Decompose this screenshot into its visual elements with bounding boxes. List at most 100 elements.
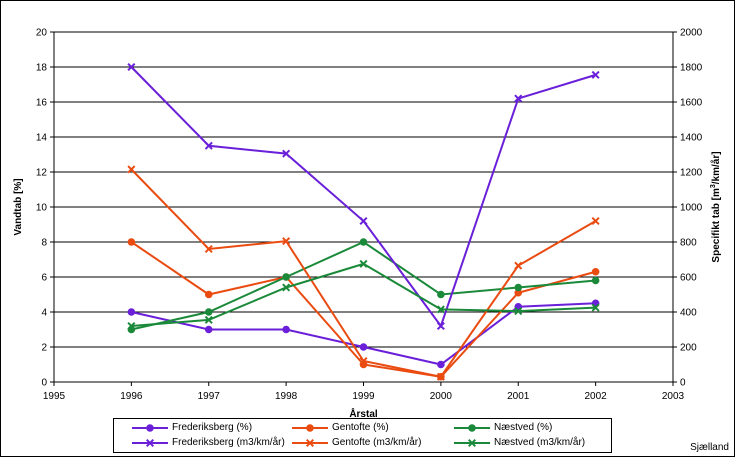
right-tick-label: 0 xyxy=(680,378,686,389)
data-point xyxy=(127,308,136,316)
data-point xyxy=(127,321,136,331)
right-axis-title: Specifikt tab [m3/km/år] xyxy=(710,151,722,262)
legend-marker xyxy=(306,424,314,432)
left-tick-label: 16 xyxy=(36,98,48,109)
data-point xyxy=(204,308,213,316)
data-point xyxy=(591,267,600,276)
right-tick-label: 1600 xyxy=(680,98,703,109)
data-point xyxy=(359,238,368,246)
right-tick-label: 200 xyxy=(680,343,697,354)
x-tick-label: 2000 xyxy=(430,391,453,402)
data-point xyxy=(204,290,213,299)
left-tick-label: 14 xyxy=(36,133,48,144)
x-tick-label: 2003 xyxy=(662,391,685,402)
data-point xyxy=(282,273,290,281)
data-point xyxy=(514,94,523,103)
right-tick-label: 1400 xyxy=(680,133,703,144)
data-point xyxy=(282,149,291,158)
gridlines xyxy=(54,31,673,383)
series-2 xyxy=(127,238,600,334)
series-layer xyxy=(127,62,600,381)
data-point xyxy=(204,244,213,254)
right-tick-label: 400 xyxy=(680,308,697,319)
legend-swatch xyxy=(292,438,328,448)
data-point xyxy=(437,360,445,369)
x-tick-label: 1997 xyxy=(198,391,221,402)
data-point xyxy=(204,141,213,150)
data-point xyxy=(204,325,213,334)
left-tick-label: 8 xyxy=(41,238,47,249)
data-point xyxy=(359,259,368,268)
footnote: Sjælland xyxy=(690,442,729,453)
legend-swatch xyxy=(132,424,168,432)
x-tick-label: 1999 xyxy=(352,391,375,402)
data-point xyxy=(282,237,291,246)
data-point xyxy=(514,307,523,316)
x-tick-label: 2002 xyxy=(585,391,608,402)
data-point xyxy=(591,70,600,79)
data-point xyxy=(436,321,445,331)
x-tick-label: 2001 xyxy=(507,391,530,402)
right-tick-label: 2000 xyxy=(680,28,703,39)
legend-label: Næstved (%) xyxy=(494,422,553,433)
legend-marker xyxy=(145,438,155,448)
data-point xyxy=(127,62,136,72)
x-tick-label: 1998 xyxy=(275,391,298,402)
left-tick-label: 6 xyxy=(41,273,47,284)
series-5 xyxy=(127,259,600,331)
x-tick-label: 1996 xyxy=(120,391,143,402)
legend-label: Frederiksberg (m3/km/år) xyxy=(172,437,285,448)
x-axis-title: Årstal xyxy=(349,407,378,420)
left-tick-label: 4 xyxy=(41,308,47,319)
left-tick-label: 2 xyxy=(41,343,47,354)
right-tick-label: 800 xyxy=(680,238,697,249)
data-point xyxy=(282,325,290,334)
series-4 xyxy=(127,165,600,381)
series-line xyxy=(131,240,596,331)
right-tick-label: 600 xyxy=(680,273,697,284)
legend-label: Gentofte (%) xyxy=(332,422,389,433)
left-axis-title: Vandtab [%] xyxy=(13,178,24,235)
right-tick-label: 1000 xyxy=(680,203,703,214)
right-tick-label: 1200 xyxy=(680,168,703,179)
data-point xyxy=(436,372,445,381)
right-axis-ticks: 0 200 400 600 800 1000 1200 1400 1600 1800 2000 xyxy=(673,28,703,389)
x-axis-ticks: 1995 1996 1997 1998 1999 2000 2001 2002 2003 xyxy=(43,382,685,402)
legend-label: Gentofte (m3/km/år) xyxy=(332,437,422,448)
legend-label: Næstved (m3/km/år) xyxy=(494,437,586,448)
legend-swatch xyxy=(454,438,490,448)
data-point xyxy=(359,216,368,226)
data-point xyxy=(437,290,445,299)
data-point xyxy=(127,165,136,174)
legend-swatch xyxy=(132,438,168,448)
data-point xyxy=(359,356,368,366)
legend-swatch xyxy=(292,424,328,432)
data-point xyxy=(204,315,213,324)
data-point xyxy=(591,216,600,226)
data-point xyxy=(127,238,136,246)
right-tick-label: 1800 xyxy=(680,63,703,74)
legend-marker xyxy=(305,438,315,448)
left-tick-label: 18 xyxy=(36,63,48,74)
legend-marker xyxy=(468,424,476,432)
x-tick-label: 1995 xyxy=(43,391,66,402)
left-axis-ticks: 0 2 4 6 8 10 12 14 16 18 20 xyxy=(36,28,54,389)
series-line xyxy=(131,262,596,327)
data-point xyxy=(514,261,523,270)
legend: Frederiksberg (%) Gentofte (%) Næstved (%)… xyxy=(113,418,612,453)
left-tick-label: 20 xyxy=(36,28,48,39)
data-point xyxy=(514,283,523,292)
series-3 xyxy=(127,62,600,331)
data-point xyxy=(436,305,445,314)
left-tick-label: 12 xyxy=(36,168,48,179)
legend-label: Frederiksberg (%) xyxy=(172,422,253,433)
data-point xyxy=(282,283,291,292)
legend-marker xyxy=(467,438,477,448)
legend-swatch xyxy=(454,424,490,432)
data-point xyxy=(591,303,600,312)
left-tick-label: 10 xyxy=(36,203,48,214)
data-point xyxy=(591,276,600,285)
legend-marker xyxy=(146,424,154,432)
